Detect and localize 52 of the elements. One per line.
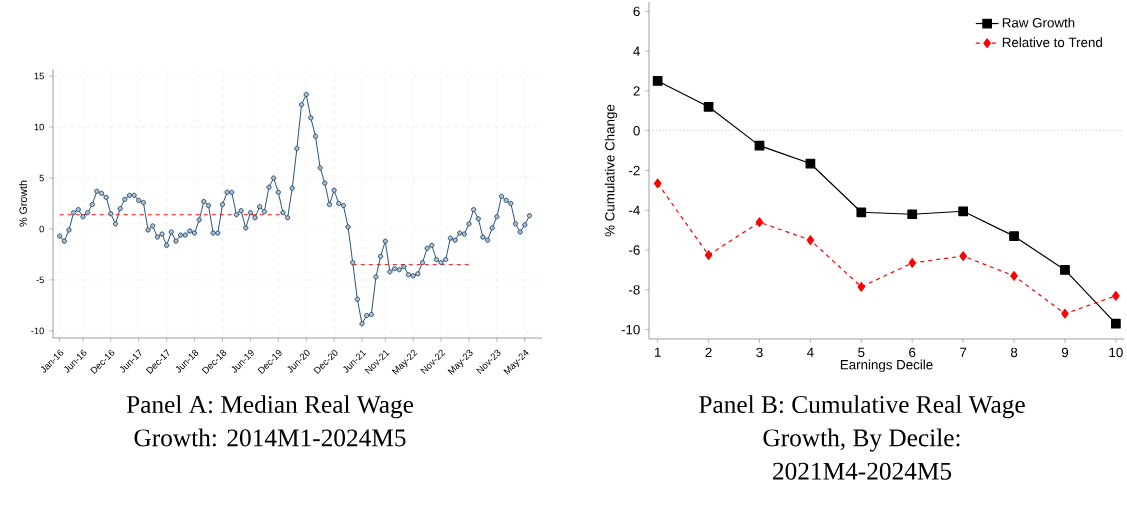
y-tick-label: 4 (633, 46, 640, 56)
y-tick-label: 5 (39, 174, 44, 182)
x-tick-label: 1 (654, 347, 661, 357)
point (704, 250, 713, 260)
point (805, 158, 816, 169)
y-tick-label: -6 (629, 245, 640, 255)
x-tick-label: 7 (960, 347, 967, 357)
x-tick-label: 2 (705, 347, 712, 358)
x-tick-label: 10 (1109, 347, 1123, 358)
y-tick-label: 0 (633, 125, 640, 136)
point (908, 258, 917, 268)
point (958, 206, 968, 217)
y-axis-title: % Cumulative Change (604, 104, 618, 237)
x-tick-label: 9 (1061, 347, 1069, 358)
x-tick-label: 8 (1010, 347, 1018, 358)
point (754, 140, 765, 151)
y-tick-label: 15 (34, 72, 44, 80)
legend-label: Relative to Trend (1002, 37, 1102, 48)
y-tick-label: 6 (633, 6, 640, 17)
x-tick-label: 3 (756, 347, 763, 358)
y-tick-label: -10 (621, 324, 640, 335)
point (1010, 271, 1018, 281)
text: Panel A: Median Real Wage Growth: 2014M1-2024M5 (126, 395, 414, 447)
point (1111, 318, 1121, 329)
y-tick-label: -5 (36, 276, 44, 284)
text: Panel B: Cumulative Real Wage Growth, By Decile: 2021M4-2024M5 (699, 395, 1025, 480)
point (652, 76, 663, 86)
point (703, 101, 714, 112)
point (1009, 231, 1019, 241)
y-axis-title: % Growth (19, 180, 27, 227)
point (959, 251, 967, 261)
point (1112, 290, 1120, 301)
x-tick-label: 5 (858, 347, 865, 357)
point (907, 209, 918, 220)
y-tick-label: 10 (34, 123, 44, 131)
y-tick-label: 0 (39, 225, 44, 233)
point (1060, 265, 1070, 275)
y-tick-label: 2 (633, 86, 640, 96)
point (857, 282, 866, 292)
y-tick-label: -8 (629, 285, 640, 295)
point (653, 178, 662, 189)
point (1061, 308, 1069, 319)
x-tick-label: 4 (807, 347, 814, 357)
point (806, 235, 815, 245)
point (755, 217, 764, 228)
point (856, 207, 867, 218)
y-tick-label: -2 (629, 165, 640, 176)
x-tick-label: 6 (909, 347, 916, 358)
x-axis-title: Earnings Decile (840, 359, 933, 373)
legend-label: Raw Growth (1002, 17, 1075, 28)
y-tick-label: -4 (629, 205, 640, 215)
y-tick-label: -10 (31, 327, 44, 335)
